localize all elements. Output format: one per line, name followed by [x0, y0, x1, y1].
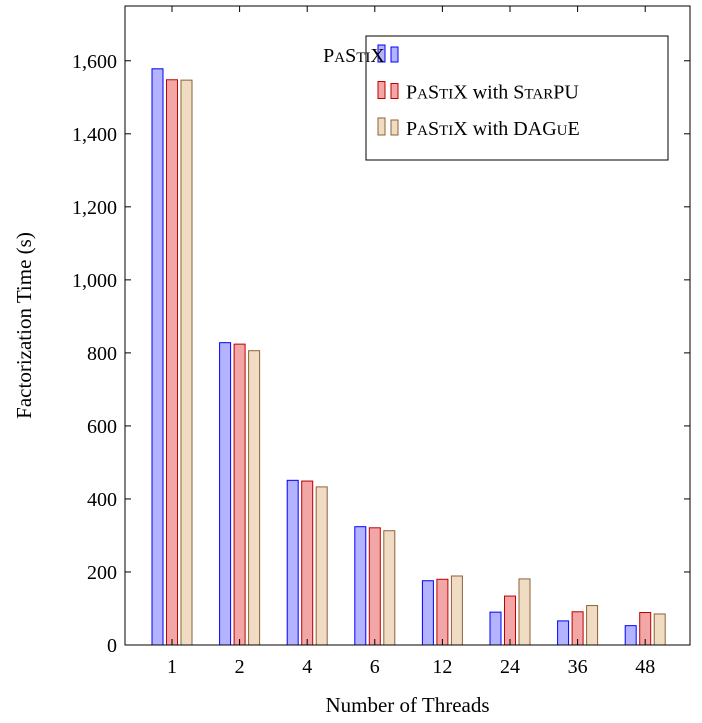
legend-swatch [390, 119, 399, 136]
y-tick-label: 1,600 [72, 51, 117, 73]
bar-pastix-with-dague-12 [450, 575, 463, 646]
y-tick-label: 200 [87, 562, 117, 584]
y-tick-label: 400 [87, 489, 117, 511]
y-axis-label: Factorization Time (s) [12, 232, 36, 419]
bar-pastix-with-dague-48 [653, 613, 666, 646]
x-tick-label: 1 [167, 656, 177, 678]
bar-pastix-with-starpu-1 [166, 79, 178, 646]
y-tick-label: 1,000 [72, 270, 117, 292]
y-tick-label: 1,200 [72, 197, 117, 219]
x-tick-label: 12 [432, 656, 452, 678]
bar-pastix-with-starpu-12 [436, 578, 449, 646]
legend-swatch [377, 44, 386, 63]
legend-label: PASTIX with DAGUE [406, 118, 580, 140]
legend-box [365, 35, 669, 161]
bar-pastix-with-starpu-24 [504, 595, 516, 646]
bar-pastix-with-dague-36 [586, 605, 599, 646]
y-tick-label: 1,400 [72, 124, 117, 146]
bar-pastix-24 [489, 611, 502, 646]
x-tick-label: 2 [235, 656, 245, 678]
legend-label: PASTIX with STARPU [406, 82, 579, 104]
bar-pastix-with-starpu-6 [368, 527, 381, 646]
bar-pastix-with-dague-2 [248, 350, 261, 646]
legend-swatch [377, 117, 386, 136]
plot-frame [124, 5, 691, 646]
bar-pastix-with-dague-4 [315, 486, 328, 646]
legend: PASTIX PASTIX with STARPU PASTIX with DAGU… [323, 35, 669, 161]
bar-pastix-6 [354, 526, 367, 646]
bar-pastix-12 [421, 580, 434, 646]
bar-pastix-2 [219, 342, 232, 646]
legend-swatch [390, 83, 399, 99]
x-axis-label: Number of Threads [325, 693, 489, 717]
bar-pastix-1 [151, 68, 164, 646]
x-tick-label: 48 [635, 656, 655, 678]
y-tick-label: 0 [107, 635, 117, 657]
x-tick-label: 36 [568, 656, 588, 678]
x-tick-label: 4 [302, 656, 312, 678]
legend-swatch [377, 81, 386, 99]
x-tick-label: 6 [370, 656, 380, 678]
legend-label: PASTIX [323, 45, 385, 67]
bar-pastix-with-starpu-2 [233, 343, 246, 646]
bar-pastix-48 [624, 625, 637, 646]
y-tick-label: 600 [87, 416, 117, 438]
bars-layer [151, 68, 666, 646]
y-tick-label: 800 [87, 343, 117, 365]
bar-pastix-36 [557, 620, 570, 646]
bar-pastix-with-dague-1 [180, 79, 193, 646]
bar-pastix-with-starpu-4 [301, 480, 314, 646]
legend-swatch [390, 46, 399, 63]
bar-pastix-4 [286, 479, 299, 646]
bar-pastix-with-dague-24 [518, 578, 531, 646]
bar-pastix-with-dague-6 [383, 530, 396, 646]
x-tick-label: 24 [500, 656, 520, 678]
